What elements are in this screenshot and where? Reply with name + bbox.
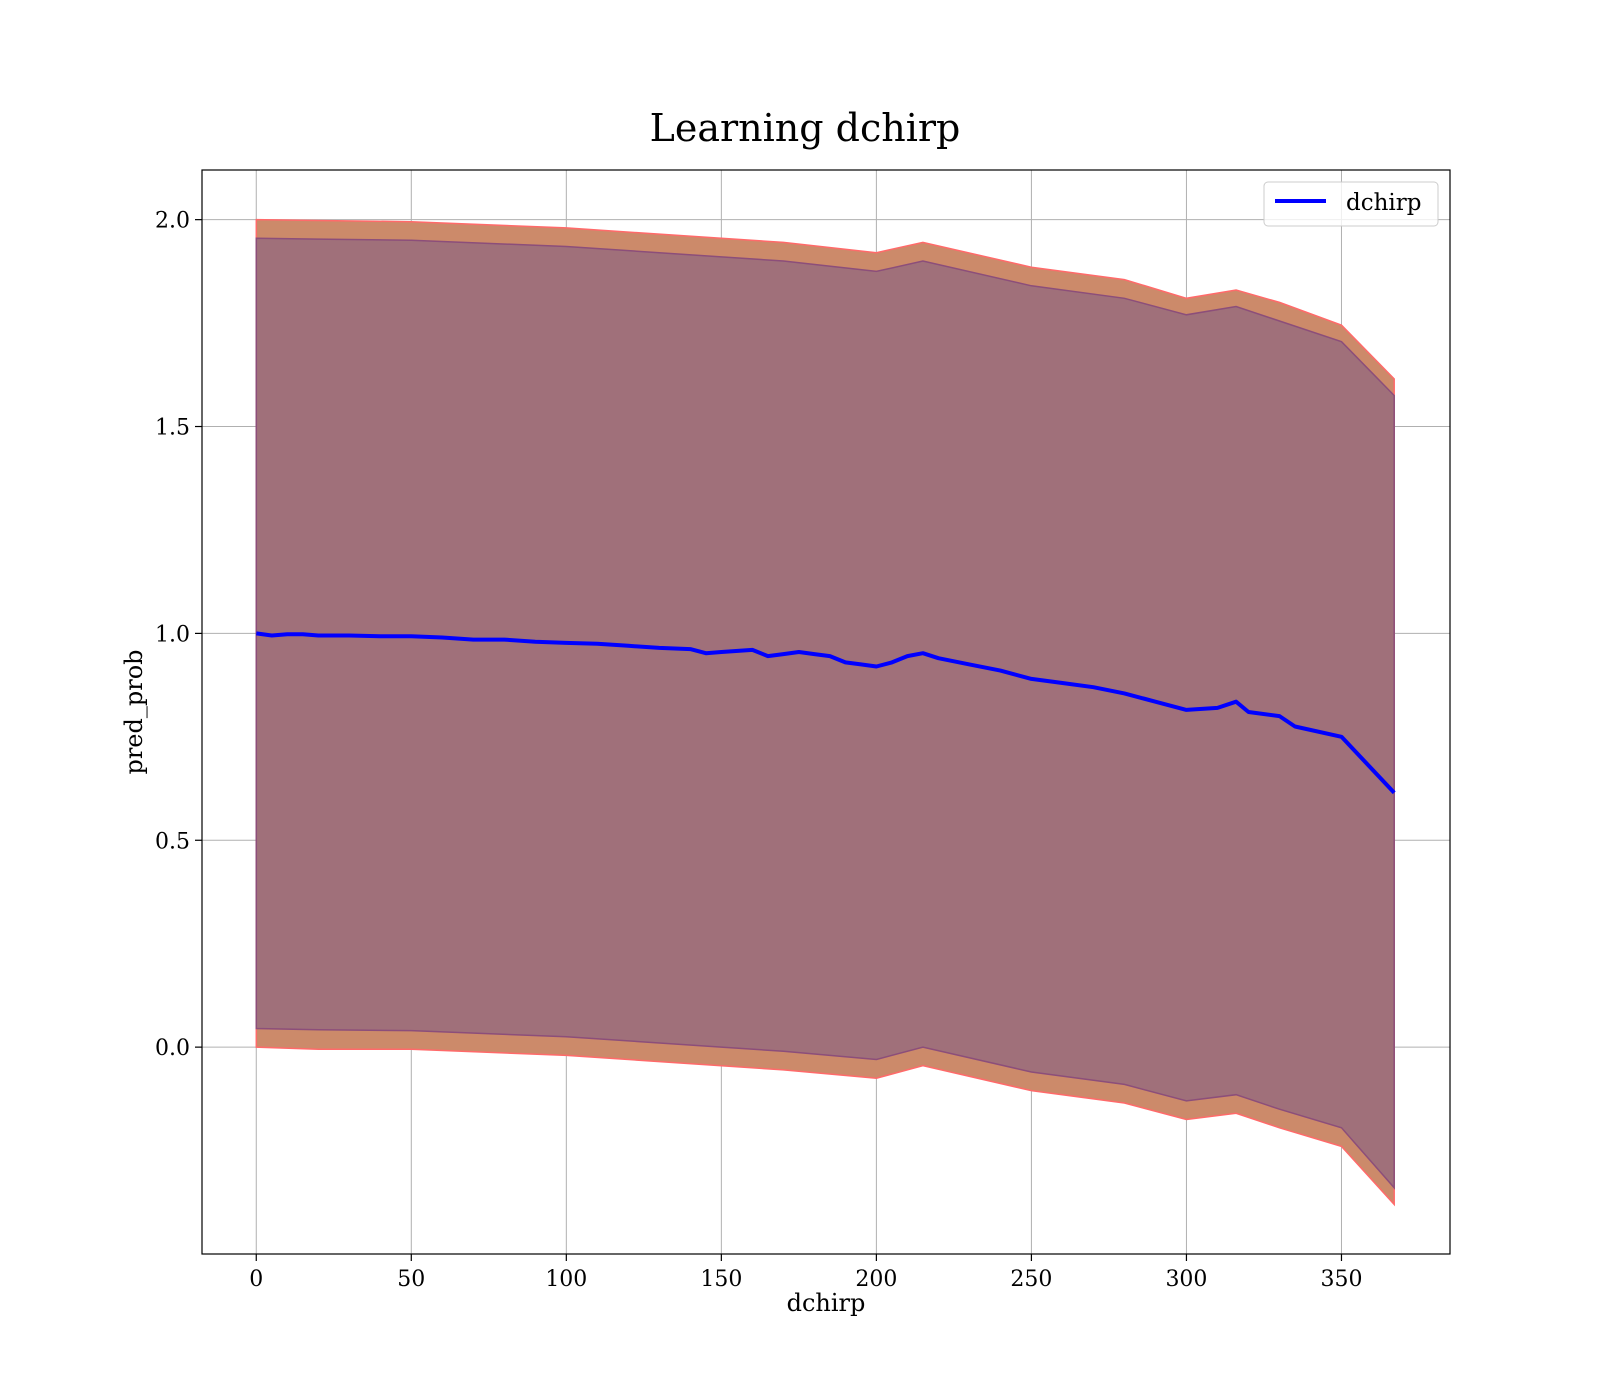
legend-box: [1263, 181, 1439, 227]
x-tick-label: 200: [855, 1267, 897, 1292]
series-lines: [256, 631, 1396, 795]
band-inner_band: [255, 237, 1395, 1190]
x-tick-label: 350: [1320, 1267, 1362, 1292]
confidence-bands: [255, 218, 1395, 1207]
legend-label: dchirp: [1346, 190, 1422, 216]
chart-title: Learning dchirp: [650, 106, 961, 150]
series-line-dchirp: [256, 631, 1396, 795]
x-tick-label: 100: [545, 1267, 587, 1292]
x-tick-label: 150: [700, 1267, 742, 1292]
y-axis-label: pred_prob: [120, 649, 148, 774]
x-tick-label: 300: [1165, 1267, 1207, 1292]
y-tick-label: 2.0: [155, 209, 190, 234]
x-tick-label: 50: [397, 1267, 425, 1292]
x-tick-label: 250: [1010, 1267, 1052, 1292]
y-tick-label: 1.5: [155, 416, 190, 441]
y-tick-label: 1.0: [155, 622, 190, 647]
axis-ticks: 0 50 100 150 200 250 300 350 0.0 0.5 1.0 1.5 2.0: [155, 209, 1362, 1292]
plot-frame: [201, 169, 1451, 1255]
y-tick-label: 0.5: [155, 829, 190, 854]
x-tick-label: 0: [249, 1267, 263, 1292]
legend: dchirp: [1263, 181, 1439, 227]
x-axis-label: dchirp: [787, 1289, 866, 1317]
y-tick-label: 0.0: [155, 1036, 190, 1061]
